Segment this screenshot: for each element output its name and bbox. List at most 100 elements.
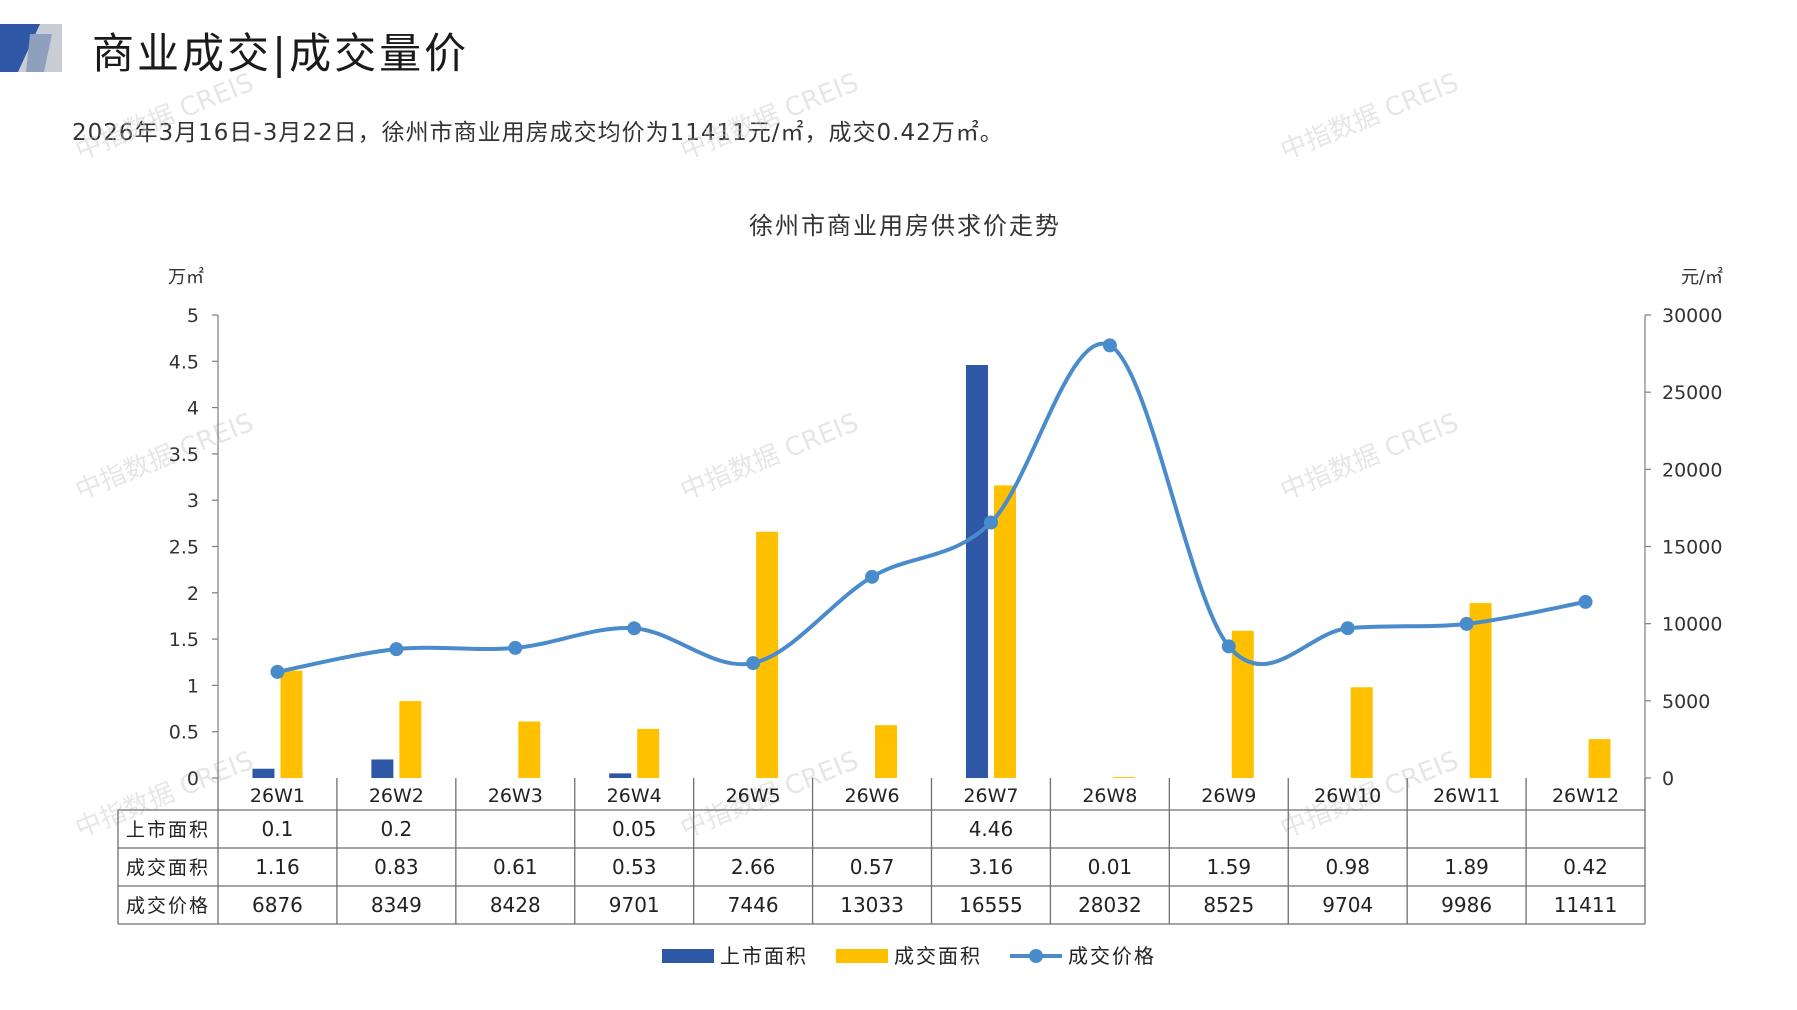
brand-logo [0, 24, 62, 72]
listing-area-bar [252, 768, 275, 778]
price-point [746, 656, 761, 671]
deal-area-bar [399, 701, 422, 778]
data-label: 8349 [371, 893, 422, 917]
price-point [1340, 621, 1355, 636]
table-row-header: 成交价格 [126, 895, 210, 917]
watermark-text: 中指数据 CREIS [71, 408, 258, 507]
chart-legend: 上市面积 成交面积 成交价格 [662, 944, 1156, 968]
deal-area-bar [637, 728, 660, 778]
data-label: 0.01 [1088, 855, 1133, 879]
watermark-text: 中指数据 CREIS [1276, 68, 1463, 167]
category-tick-label: 26W10 [1314, 785, 1381, 807]
data-table: 26W1 26W2 26W3 26W4 26W5 26W6 26W7 26W8 26W9 26W1… [117, 778, 1646, 925]
category-tick-label: 26W2 [369, 785, 424, 807]
left-tick-label: 0 [187, 768, 199, 790]
left-tick-label: 1.5 [169, 629, 199, 651]
price-point [1459, 616, 1474, 631]
legend-label: 成交价格 [1068, 944, 1156, 968]
category-tick-label: 26W11 [1433, 785, 1500, 807]
data-label: 7446 [728, 893, 779, 917]
data-label: 9701 [609, 893, 660, 917]
left-tick-label: 1 [187, 675, 199, 697]
category-tick-label: 26W9 [1201, 785, 1256, 807]
data-label: 8428 [490, 893, 541, 917]
data-label: 0.2 [380, 817, 412, 841]
data-label: 11411 [1554, 893, 1618, 917]
table-row-header: 成交面积 [126, 857, 210, 879]
category-tick-label: 26W8 [1082, 785, 1137, 807]
price-point [389, 642, 404, 657]
deal-area-bar [756, 531, 779, 778]
data-label: 0.61 [493, 855, 538, 879]
listing-area-bar [371, 759, 394, 778]
deal-area-bar [875, 725, 898, 778]
summary-text: 2026年3月16日-3月22日，徐州市商业用房成交均价为11411元/㎡，成交… [72, 120, 1004, 146]
right-tick-label: 30000 [1662, 305, 1722, 327]
deal-area-bar [1350, 687, 1373, 778]
data-label: 16555 [959, 893, 1023, 917]
price-point [1221, 639, 1236, 654]
data-label: 6876 [252, 893, 303, 917]
data-label: 13033 [840, 893, 904, 917]
data-label: 0.42 [1563, 855, 1608, 879]
right-tick-label: 15000 [1662, 537, 1722, 559]
right-tick-label: 5000 [1662, 691, 1710, 713]
data-label: 28032 [1078, 893, 1142, 917]
category-tick-label: 26W1 [250, 785, 305, 807]
price-point [983, 515, 998, 530]
left-tick-label: 3.5 [169, 444, 199, 466]
data-label: 4.46 [969, 817, 1014, 841]
legend-swatch [662, 949, 714, 963]
watermark-text: 中指数据 CREIS [1276, 408, 1463, 507]
deal-area-bar [518, 721, 541, 778]
price-point [270, 664, 285, 679]
data-label: 8525 [1203, 893, 1254, 917]
data-label: 2.66 [731, 855, 776, 879]
price-series-line [277, 341, 1586, 674]
category-tick-label: 26W7 [963, 785, 1018, 807]
legend-swatch [836, 949, 888, 963]
listing-area-bar [965, 365, 988, 778]
price-line-layer [270, 338, 1593, 679]
deal-area-bar [1231, 630, 1254, 778]
legend-label: 上市面积 [720, 944, 808, 968]
table-row-header: 上市面积 [126, 819, 210, 841]
data-label: 9704 [1322, 893, 1373, 917]
price-point [865, 569, 880, 584]
watermark-text: 中指数据 CREIS [676, 68, 863, 167]
left-tick-label: 3 [187, 490, 199, 512]
data-label: 3.16 [969, 855, 1014, 879]
deal-area-bar [993, 485, 1016, 778]
data-label: 1.59 [1207, 855, 1252, 879]
left-tick-label: 4.5 [169, 351, 199, 373]
chart-title: 徐州市商业用房供求价走势 [749, 212, 1061, 240]
data-label: 0.05 [612, 817, 657, 841]
listing-area-bar [609, 773, 632, 778]
category-tick-label: 26W6 [845, 785, 900, 807]
deal-area-bar [280, 670, 303, 778]
deal-area-bar [1469, 602, 1492, 778]
data-label: 0.1 [262, 817, 294, 841]
data-label: 0.83 [374, 855, 419, 879]
price-point [508, 640, 523, 655]
watermark-text: 中指数据 CREIS [71, 68, 258, 167]
left-tick-label: 2 [187, 583, 199, 605]
left-axis-unit: 万㎡ [168, 266, 204, 288]
category-tick-label: 26W12 [1552, 785, 1619, 807]
left-tick-label: 0.5 [169, 722, 199, 744]
page-title: 商业成交|成交量价 [92, 29, 470, 78]
data-label: 0.98 [1325, 855, 1370, 879]
right-axis-unit: 元/㎡ [1681, 266, 1723, 288]
left-tick-label: 4 [187, 398, 199, 420]
data-label: 9986 [1441, 893, 1492, 917]
deal-area-bar [1588, 739, 1611, 778]
deal-area-bar [1112, 777, 1135, 778]
axes: 0 0.5 1 1.5 2 2.5 3 3.5 4 4.5 5 0 5000 10000 15000 2000… [169, 305, 1723, 790]
right-tick-label: 10000 [1662, 614, 1722, 636]
category-tick-label: 26W5 [726, 785, 781, 807]
category-tick-label: 26W4 [607, 785, 662, 807]
watermark-text: 中指数据 CREIS [676, 408, 863, 507]
right-tick-label: 25000 [1662, 382, 1722, 404]
data-label: 1.89 [1444, 855, 1489, 879]
price-point [627, 621, 642, 636]
